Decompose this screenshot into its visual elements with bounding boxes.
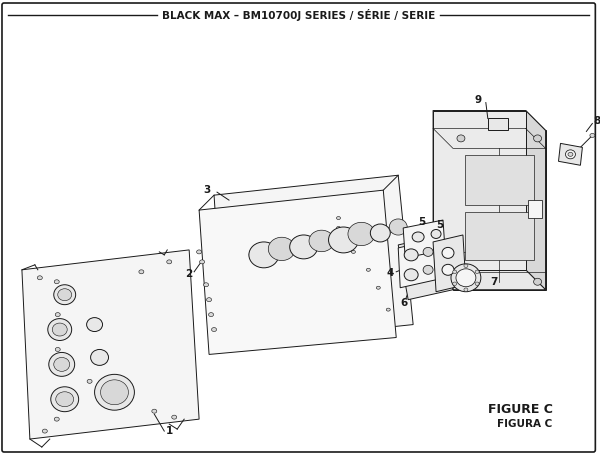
Ellipse shape <box>49 353 74 376</box>
Polygon shape <box>398 235 453 300</box>
Ellipse shape <box>568 152 573 157</box>
Ellipse shape <box>348 222 375 246</box>
Text: 4: 4 <box>386 268 394 278</box>
Ellipse shape <box>54 280 59 284</box>
Text: FIGURA C: FIGURA C <box>497 419 553 429</box>
Ellipse shape <box>457 135 465 142</box>
Polygon shape <box>465 212 533 260</box>
Ellipse shape <box>91 349 109 365</box>
Ellipse shape <box>51 387 79 412</box>
Ellipse shape <box>54 285 76 305</box>
Ellipse shape <box>404 249 418 261</box>
Ellipse shape <box>212 328 217 332</box>
Polygon shape <box>403 220 445 258</box>
Polygon shape <box>433 111 545 131</box>
Ellipse shape <box>337 227 340 229</box>
Ellipse shape <box>464 288 468 292</box>
Ellipse shape <box>533 278 542 285</box>
Ellipse shape <box>54 417 59 421</box>
Polygon shape <box>527 200 542 218</box>
Ellipse shape <box>329 227 358 253</box>
Ellipse shape <box>54 358 70 371</box>
Ellipse shape <box>249 242 279 268</box>
Polygon shape <box>559 143 583 165</box>
Text: 3: 3 <box>203 185 211 195</box>
Ellipse shape <box>172 415 177 419</box>
Ellipse shape <box>52 323 67 336</box>
Polygon shape <box>433 270 545 290</box>
Ellipse shape <box>431 229 441 238</box>
Ellipse shape <box>48 318 71 340</box>
Ellipse shape <box>95 374 134 410</box>
Polygon shape <box>199 190 396 354</box>
Ellipse shape <box>389 219 407 235</box>
Text: 5: 5 <box>418 217 425 227</box>
Polygon shape <box>526 111 545 290</box>
Ellipse shape <box>456 269 476 287</box>
Ellipse shape <box>101 380 128 404</box>
Text: 7: 7 <box>490 277 497 287</box>
Ellipse shape <box>457 278 465 285</box>
Ellipse shape <box>464 264 468 268</box>
Polygon shape <box>22 250 199 439</box>
Ellipse shape <box>337 217 340 219</box>
Ellipse shape <box>412 232 424 242</box>
Text: 5: 5 <box>436 220 443 230</box>
Ellipse shape <box>386 308 390 311</box>
Text: 2: 2 <box>185 269 193 279</box>
Ellipse shape <box>43 429 47 433</box>
Polygon shape <box>214 175 413 344</box>
Ellipse shape <box>197 250 202 254</box>
Polygon shape <box>453 131 545 290</box>
Ellipse shape <box>206 298 212 302</box>
Polygon shape <box>433 235 466 292</box>
Ellipse shape <box>56 392 74 407</box>
Ellipse shape <box>86 318 103 332</box>
Ellipse shape <box>453 282 457 285</box>
Ellipse shape <box>451 264 481 292</box>
Ellipse shape <box>55 313 60 317</box>
Ellipse shape <box>533 135 542 142</box>
Ellipse shape <box>370 224 390 242</box>
FancyBboxPatch shape <box>2 3 595 452</box>
Text: BLACK MAX – BM10700J SERIES / SÉRIE / SERIE: BLACK MAX – BM10700J SERIES / SÉRIE / SE… <box>162 9 435 21</box>
Polygon shape <box>465 155 533 205</box>
Ellipse shape <box>209 313 214 317</box>
Ellipse shape <box>203 283 209 287</box>
Ellipse shape <box>268 237 295 261</box>
Text: 6: 6 <box>400 298 407 308</box>
Ellipse shape <box>475 282 479 285</box>
Text: FIGURE C: FIGURE C <box>488 403 553 416</box>
Ellipse shape <box>167 260 172 264</box>
Polygon shape <box>433 111 453 290</box>
Ellipse shape <box>404 269 418 281</box>
Ellipse shape <box>152 409 157 413</box>
Ellipse shape <box>87 379 92 383</box>
Ellipse shape <box>290 235 317 259</box>
Ellipse shape <box>442 248 454 258</box>
Ellipse shape <box>200 260 205 264</box>
Ellipse shape <box>442 264 454 275</box>
Ellipse shape <box>139 270 144 274</box>
Ellipse shape <box>376 286 380 289</box>
Ellipse shape <box>37 276 43 280</box>
Ellipse shape <box>423 248 433 256</box>
Ellipse shape <box>423 265 433 274</box>
Ellipse shape <box>453 270 457 273</box>
Ellipse shape <box>590 133 595 137</box>
Text: 8: 8 <box>593 116 600 126</box>
Ellipse shape <box>58 289 71 301</box>
Polygon shape <box>488 118 508 131</box>
Text: 9: 9 <box>475 95 482 105</box>
Ellipse shape <box>565 150 575 159</box>
Ellipse shape <box>352 250 355 253</box>
Polygon shape <box>433 111 526 270</box>
Ellipse shape <box>367 268 370 271</box>
Polygon shape <box>398 240 436 288</box>
Ellipse shape <box>475 270 479 273</box>
Ellipse shape <box>309 230 334 252</box>
Text: 1: 1 <box>166 426 173 436</box>
Ellipse shape <box>55 348 60 351</box>
